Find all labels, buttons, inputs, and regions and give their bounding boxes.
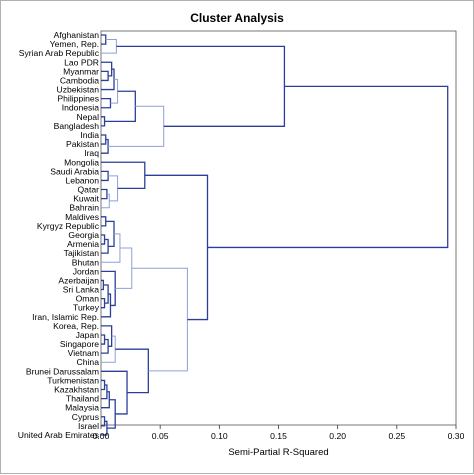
leaf-label: Sri Lanka — [63, 285, 100, 295]
leaf-label: Uzbekistan — [56, 85, 99, 95]
dendrogram-link — [131, 267, 188, 372]
leaf-label: Georgia — [68, 230, 99, 240]
leaf-label: Lao PDR — [64, 57, 99, 67]
dendrogram-link — [101, 134, 107, 145]
x-tick-label: 0.25 — [388, 431, 405, 441]
dendrogram-link — [101, 193, 110, 209]
leaf-label: Philippines — [57, 94, 99, 104]
x-tick-label: 0.10 — [211, 431, 228, 441]
leaf-label: Turkmenistan — [47, 375, 99, 385]
x-tick-label: 0.30 — [448, 431, 465, 441]
dendrogram-link — [101, 234, 106, 245]
leaf-label: Lebanon — [66, 175, 100, 185]
dendrogram-link — [104, 90, 136, 123]
dendrogram-link — [116, 45, 286, 127]
leaf-label: Saudi Arabia — [50, 166, 99, 176]
dendrogram-link — [101, 70, 109, 82]
dendrogram-link — [101, 325, 113, 347]
x-axis-title: Semi-Partial R-Squared — [228, 447, 328, 458]
dendrogram-link — [101, 216, 107, 227]
leaf-label: United Arab Emirates — [18, 430, 99, 440]
leaf-label: Iraq — [84, 148, 99, 158]
chart-title: Cluster Analysis — [190, 11, 284, 25]
leaf-label: Kuwait — [73, 194, 99, 204]
leaf-label: Nepal — [77, 112, 100, 122]
dendrogram-link — [101, 293, 112, 318]
dendrogram-link — [101, 297, 106, 309]
leaf-label: Azerbaijan — [58, 275, 99, 285]
leaf-label: Singapore — [60, 339, 99, 349]
leaf-label: Cambodia — [60, 75, 99, 85]
leaf-label: Yemen, Rep. — [50, 39, 99, 49]
dendrogram-link — [101, 116, 106, 127]
dendrogram-link — [101, 138, 109, 154]
dendrogram-link — [105, 220, 115, 247]
leaf-label: Maldives — [65, 212, 99, 222]
dendrogram-link — [101, 170, 109, 182]
x-tick-label: 0.00 — [93, 431, 110, 441]
leaf-label: Tajikistan — [64, 248, 100, 258]
x-tick-label: 0.05 — [152, 431, 169, 441]
leaf-label: Kazakhstan — [54, 385, 99, 395]
dendrogram-link — [115, 348, 149, 394]
leaf-label: Afghanistan — [54, 30, 100, 40]
dendrogram-link — [101, 370, 128, 415]
dendrogram-link — [101, 379, 106, 391]
leaf-label: Malaysia — [65, 403, 99, 413]
dendrogram-link — [101, 97, 112, 109]
leaf-label: Japan — [76, 330, 100, 340]
leaf-label: Thailand — [66, 394, 99, 404]
dendrogram-link — [101, 233, 121, 263]
leaf-label: Vietnam — [68, 348, 99, 358]
leaf-label: Israel — [78, 421, 99, 431]
leaf-label: Myanmar — [63, 66, 99, 76]
dendrogram-link — [101, 61, 113, 77]
dendrogram-link — [106, 399, 116, 429]
leaf-label: Qatar — [78, 185, 100, 195]
dendrogram-link — [101, 416, 106, 427]
leaf-label: Brunei Darussalam — [26, 366, 99, 376]
dendrogram-link — [207, 85, 449, 249]
dendrogram-link — [101, 188, 108, 200]
dendrogram-link — [101, 34, 107, 45]
leaf-label: Jordan — [73, 266, 99, 276]
dendrogram-link — [115, 247, 133, 289]
leaf-label: Indonesia — [62, 103, 99, 113]
leaf-label: Oman — [76, 294, 100, 304]
leaf-label: Cyprus — [72, 412, 99, 422]
leaf-label: Iran, Islamic Rep. — [32, 312, 99, 322]
leaf-label: India — [80, 130, 99, 140]
dendrogram-link — [101, 334, 106, 345]
leaf-label: Bangladesh — [54, 121, 100, 131]
leaf-label: Armenia — [67, 239, 99, 249]
plot-area-border — [100, 30, 457, 426]
dendrogram-link — [101, 161, 146, 190]
leaf-label: China — [77, 357, 100, 367]
dendrogram-link — [101, 39, 117, 54]
leaf-label: Bahrain — [69, 203, 99, 213]
leaf-label: Turkey — [73, 303, 100, 313]
dendrogram-link — [101, 391, 110, 409]
dendrogram-link — [144, 174, 209, 321]
x-tick-label: 0.20 — [329, 431, 346, 441]
leaf-label: Korea, Rep. — [53, 321, 99, 331]
leaf-label: Kyrgyz Republic — [37, 221, 100, 231]
leaf-label: Bhutan — [72, 257, 99, 267]
leaf-label: Syrian Arab Republic — [19, 48, 100, 58]
leaf-label: Pakistan — [66, 139, 99, 149]
leaf-label: Mongolia — [64, 157, 99, 167]
x-tick-label: 0.15 — [270, 431, 287, 441]
